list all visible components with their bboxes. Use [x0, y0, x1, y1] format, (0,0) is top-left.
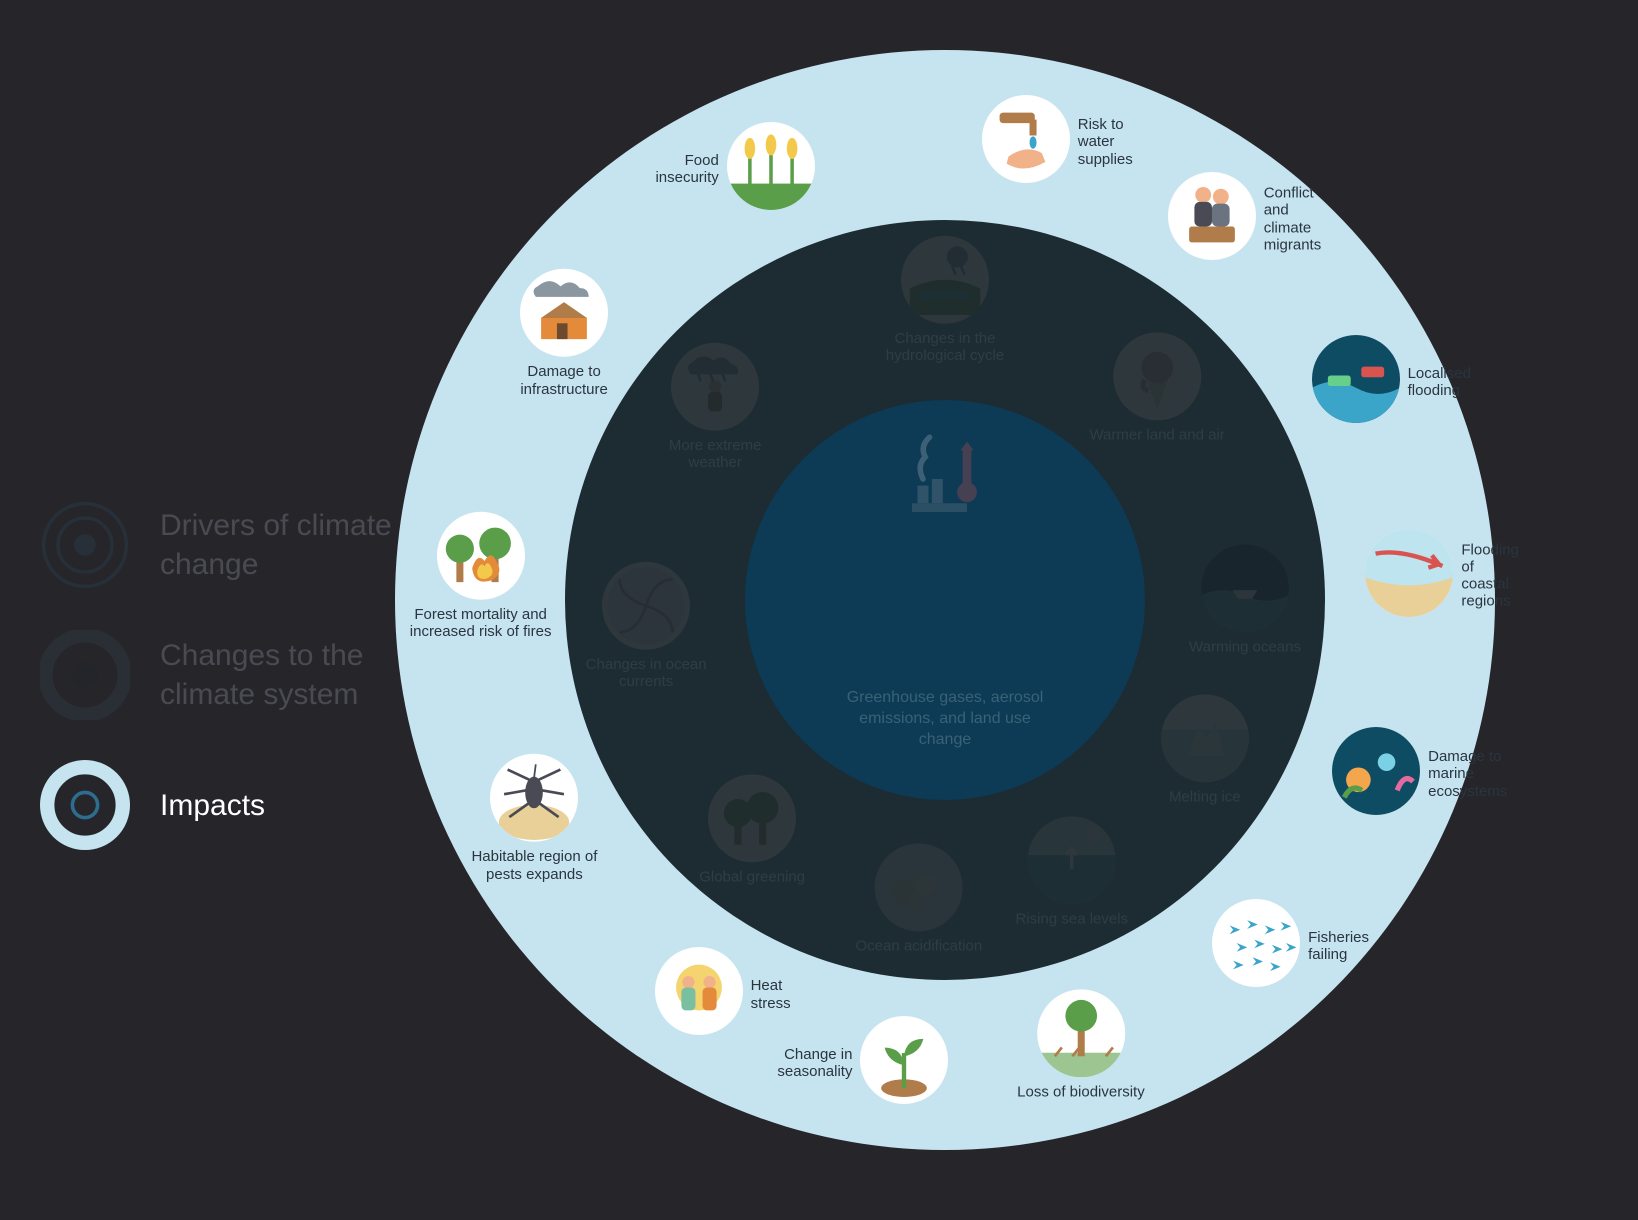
- node-label: Localised flooding: [1408, 364, 1471, 399]
- mosquito-icon: [490, 754, 578, 842]
- legend: Drivers of climate change Changes to the…: [40, 500, 420, 890]
- node-label: Changes in the hydrological cycle: [870, 330, 1020, 365]
- diagram-node[interactable]: Forest mortality and increased risk of f…: [406, 511, 556, 640]
- diagram-node[interactable]: Melting ice: [1161, 694, 1249, 805]
- fish-school-icon: [1212, 899, 1300, 987]
- diagram-node[interactable]: Change in seasonality: [860, 1016, 948, 1110]
- coastal-flood-icon: [1365, 529, 1453, 617]
- center-label: Greenhouse gases, aerosol emissions, and…: [840, 688, 1050, 750]
- node-label: Risk to water supplies: [1078, 116, 1133, 168]
- node-label: Change in seasonality: [777, 1046, 852, 1081]
- node-label: Heat stress: [751, 977, 791, 1012]
- node-label: Conflict and climate migrants: [1264, 185, 1322, 254]
- diagram-node[interactable]: Changes in the hydrological cycle: [870, 236, 1020, 365]
- node-label: Melting ice: [1169, 788, 1241, 805]
- radial-icon: [40, 630, 130, 720]
- diagram-node[interactable]: Loss of biodiversity: [1017, 989, 1145, 1100]
- crops-icon: [727, 122, 815, 210]
- diagram-node[interactable]: Changes in ocean currents: [571, 562, 721, 691]
- diagram-node[interactable]: Food insecurity: [727, 122, 815, 216]
- legend-item-changes[interactable]: Changes to the climate system: [40, 630, 420, 720]
- node-label: Loss of biodiversity: [1017, 1083, 1145, 1100]
- currents-icon: [602, 562, 690, 650]
- node-label: Global greening: [699, 868, 805, 885]
- diagram-node[interactable]: Risk to water supplies: [982, 95, 1070, 189]
- sea-level-icon: [1028, 816, 1116, 904]
- node-label: Forest mortality and increased risk of f…: [406, 605, 556, 640]
- diagram-node[interactable]: Warming oceans: [1189, 544, 1301, 655]
- trees-icon: [708, 774, 796, 862]
- dead-tree-icon: [1037, 989, 1125, 1077]
- radial-icon: [40, 760, 130, 850]
- diagram-node[interactable]: Global greening: [699, 774, 805, 885]
- node-label: Warmer land and air: [1089, 426, 1224, 443]
- refugees-icon: [1168, 172, 1256, 260]
- diagram-node[interactable]: Localised flooding: [1312, 335, 1400, 429]
- diagram-node[interactable]: Rising sea levels: [1016, 816, 1129, 927]
- node-label: Rising sea levels: [1016, 910, 1129, 927]
- icecream-melt-icon: [1113, 332, 1201, 420]
- diagram-node[interactable]: Habitable region of pests expands: [459, 754, 609, 883]
- reef-fish-icon: [1332, 727, 1420, 815]
- diagram-node[interactable]: Heat stress: [655, 947, 743, 1041]
- factory-thermometer-icon: [890, 424, 1000, 534]
- climate-rings-diagram: Greenhouse gases, aerosol emissions, and…: [395, 50, 1495, 1150]
- node-label: More extreme weather: [640, 437, 790, 472]
- radial-icon: [40, 500, 130, 590]
- node-label: Warming oceans: [1189, 638, 1301, 655]
- house-storm-icon: [520, 269, 608, 357]
- node-label: Fisheries failing: [1308, 928, 1369, 963]
- legend-item-impacts[interactable]: Impacts: [40, 760, 420, 850]
- legend-label: Impacts: [160, 786, 265, 825]
- node-label: Food insecurity: [655, 152, 718, 187]
- diagram-node[interactable]: More extreme weather: [640, 343, 790, 472]
- legend-label: Changes to the climate system: [160, 636, 420, 714]
- diagram-node[interactable]: Damage to marine ecosystems: [1332, 727, 1420, 821]
- people-sun-icon: [655, 947, 743, 1035]
- seedling-icon: [860, 1016, 948, 1104]
- diagram-node[interactable]: Warmer land and air: [1089, 332, 1224, 443]
- node-label: Damage to infrastructure: [489, 363, 639, 398]
- legend-item-drivers[interactable]: Drivers of climate change: [40, 500, 420, 590]
- coral-bleach-icon: [875, 843, 963, 931]
- tap-hand-icon: [982, 95, 1070, 183]
- diagram-node[interactable]: Ocean acidification: [855, 843, 982, 954]
- forest-fire-icon: [437, 511, 525, 599]
- boat-ocean-icon: [1201, 544, 1289, 632]
- node-label: Flooding of coastal regions: [1461, 541, 1519, 610]
- node-label: Habitable region of pests expands: [459, 848, 609, 883]
- diagram-node[interactable]: Flooding of coastal regions: [1365, 529, 1453, 623]
- node-label: Ocean acidification: [855, 937, 982, 954]
- legend-label: Drivers of climate change: [160, 506, 420, 584]
- iceberg-icon: [1161, 694, 1249, 782]
- storm-person-icon: [671, 343, 759, 431]
- diagram-node[interactable]: Conflict and climate migrants: [1168, 172, 1256, 266]
- flood-cars-icon: [1312, 335, 1400, 423]
- water-cycle-icon: [901, 236, 989, 324]
- node-label: Damage to marine ecosystems: [1428, 748, 1507, 800]
- diagram-node[interactable]: Damage to infrastructure: [489, 269, 639, 398]
- diagram-node[interactable]: Fisheries failing: [1212, 899, 1300, 993]
- node-label: Changes in ocean currents: [571, 656, 721, 691]
